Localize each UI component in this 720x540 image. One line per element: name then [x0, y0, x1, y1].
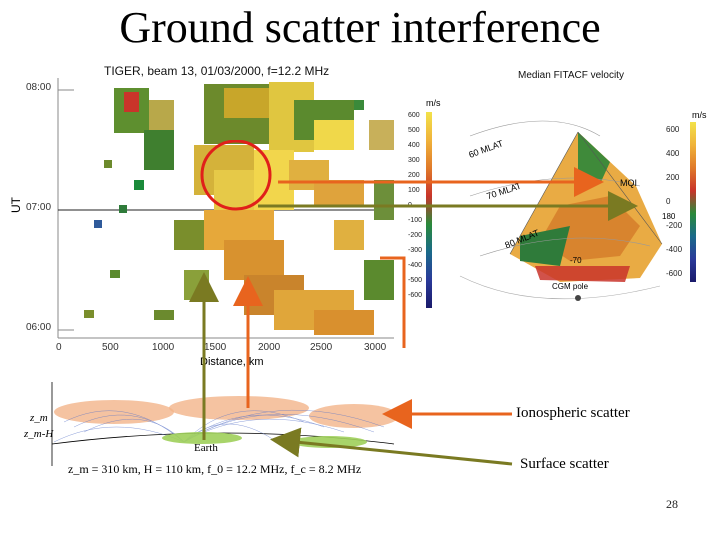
- x-tick: 2000: [258, 342, 281, 353]
- pole-label: CGM pole: [552, 282, 589, 291]
- right-scale-label: -600: [666, 269, 683, 278]
- left-scale-label: 600: [408, 112, 420, 119]
- surface-scatter-label: Surface scatter: [520, 456, 609, 473]
- left-scale-label: -500: [408, 277, 423, 284]
- left-scale-label: -300: [408, 247, 423, 254]
- x-tick: 2500: [310, 342, 333, 353]
- raytrace-params: z_m = 310 km, H = 110 km, f_0 = 12.2 MHz…: [68, 462, 362, 476]
- right-scale-label: 200: [666, 173, 680, 182]
- x-tick: 3000: [364, 342, 387, 353]
- left-scale-label: -400: [408, 262, 423, 269]
- arrow-orange-bent: [380, 256, 406, 348]
- rti-data-image: [57, 78, 394, 339]
- right-unit: m/s: [692, 110, 707, 120]
- fov-map-title: Median FITACF velocity: [518, 70, 624, 81]
- slide-title: Ground scatter interference: [119, 3, 601, 52]
- y-tick: 08:00: [26, 82, 52, 93]
- left-unit: m/s: [426, 98, 441, 108]
- x-tick: 1000: [152, 342, 175, 353]
- page-number: 28: [666, 497, 678, 511]
- label-zm: z_m: [30, 412, 48, 424]
- right-scale-label: -400: [666, 245, 683, 254]
- lon-label: 180: [662, 212, 676, 221]
- right-scale-label: 600: [666, 125, 680, 134]
- raytrace-diagram: z_m z_m-H Earth z_m = 310 km, H = 110 km…: [24, 382, 404, 478]
- right-scale-labels: 600 400 200 0 -200 -400 -600: [666, 118, 682, 286]
- left-scale-labels: 600 500 400 300 200 100 0 -100 -200 -300…: [408, 108, 422, 303]
- left-scale-label: 500: [408, 127, 420, 134]
- y-tick: 06:00: [26, 322, 52, 333]
- right-scale-label: -200: [666, 221, 683, 230]
- left-color-scale: [426, 112, 432, 308]
- label-earth: Earth: [194, 442, 218, 454]
- x-tick: 500: [102, 342, 119, 353]
- left-scale-label: 100: [408, 187, 420, 194]
- left-scale-label: -200: [408, 232, 423, 239]
- y-tick: 07:00: [26, 202, 52, 213]
- left-scale-label: -600: [408, 292, 423, 299]
- x-tick: 0: [56, 342, 62, 353]
- site-label: MQI: [620, 178, 637, 188]
- rti-header: TIGER, beam 13, 01/03/2000, f=12.2 MHz: [104, 64, 330, 78]
- rti-echoes: [84, 82, 394, 335]
- rti-plot: TIGER, beam 13, 01/03/2000, f=12.2 MHz U…: [9, 60, 400, 370]
- left-scale-label: -100: [408, 217, 423, 224]
- left-scale-label: 400: [408, 142, 420, 149]
- left-scale-label: 200: [408, 172, 420, 179]
- highlight-circle: [200, 140, 272, 211]
- right-scale-label: 0: [666, 197, 671, 206]
- right-color-scale: [690, 122, 696, 282]
- left-scale-label: 300: [408, 157, 420, 164]
- label-zm-h: z_m-H: [24, 428, 54, 440]
- lon-label: -70: [570, 256, 582, 265]
- x-tick: 1500: [204, 342, 227, 353]
- right-scale-label: 400: [666, 149, 680, 158]
- arrow-surface: [270, 427, 513, 466]
- ionospheric-scatter-label: Ionospheric scatter: [516, 405, 630, 422]
